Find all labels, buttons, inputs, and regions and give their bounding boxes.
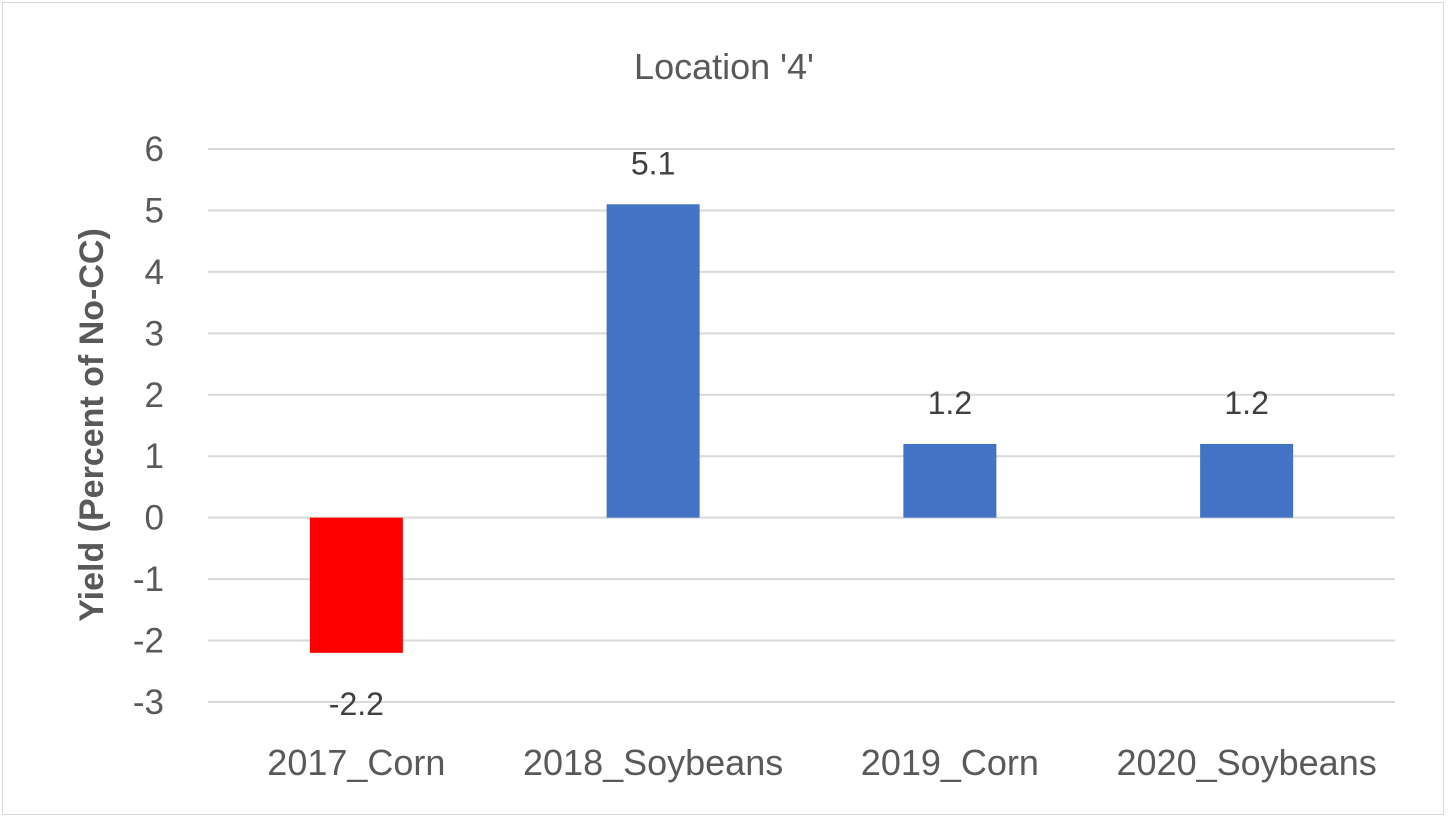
x-category-label: 2018_Soybeans xyxy=(523,742,783,783)
bar-2020_Soybeans xyxy=(1200,443,1294,518)
x-category-label: 2019_Corn xyxy=(861,742,1039,783)
y-tick-label: -1 xyxy=(133,560,164,599)
x-category-label: 2020_Soybeans xyxy=(1117,742,1377,783)
y-tick-label: 6 xyxy=(145,130,164,169)
bar-2018_Soybeans xyxy=(606,204,700,518)
gridlines xyxy=(208,148,1395,703)
data-label: 5.1 xyxy=(631,145,675,181)
x-axis-categories: 2017_Corn 2018_Soybeans 2019_Corn 2020_Soyb… xyxy=(267,742,1376,783)
data-labels: -2.2 5.1 1.2 1.2 xyxy=(329,145,1269,722)
y-tick-label: -3 xyxy=(133,683,164,722)
data-label: 1.2 xyxy=(1224,385,1268,421)
y-tick-label: 2 xyxy=(145,376,164,415)
y-tick-label: 3 xyxy=(145,314,164,353)
bar-2017_Corn xyxy=(309,517,403,653)
x-category-label: 2017_Corn xyxy=(267,742,445,783)
data-label: 1.2 xyxy=(928,385,972,421)
y-axis-label: Yield (Percent of No-CC) xyxy=(73,228,111,622)
bars xyxy=(309,204,1294,653)
y-axis-ticks: 6 5 4 3 2 1 0 -1 -2 -3 xyxy=(133,130,164,722)
chart-title: Location '4' xyxy=(634,46,814,87)
bar-2019_Corn xyxy=(903,443,997,518)
y-tick-label: 5 xyxy=(145,191,164,230)
y-tick-label: -2 xyxy=(133,622,164,661)
data-label: -2.2 xyxy=(329,686,384,722)
y-tick-label: 4 xyxy=(145,253,164,292)
y-tick-label: 1 xyxy=(145,437,164,476)
y-tick-label: 0 xyxy=(145,499,164,538)
